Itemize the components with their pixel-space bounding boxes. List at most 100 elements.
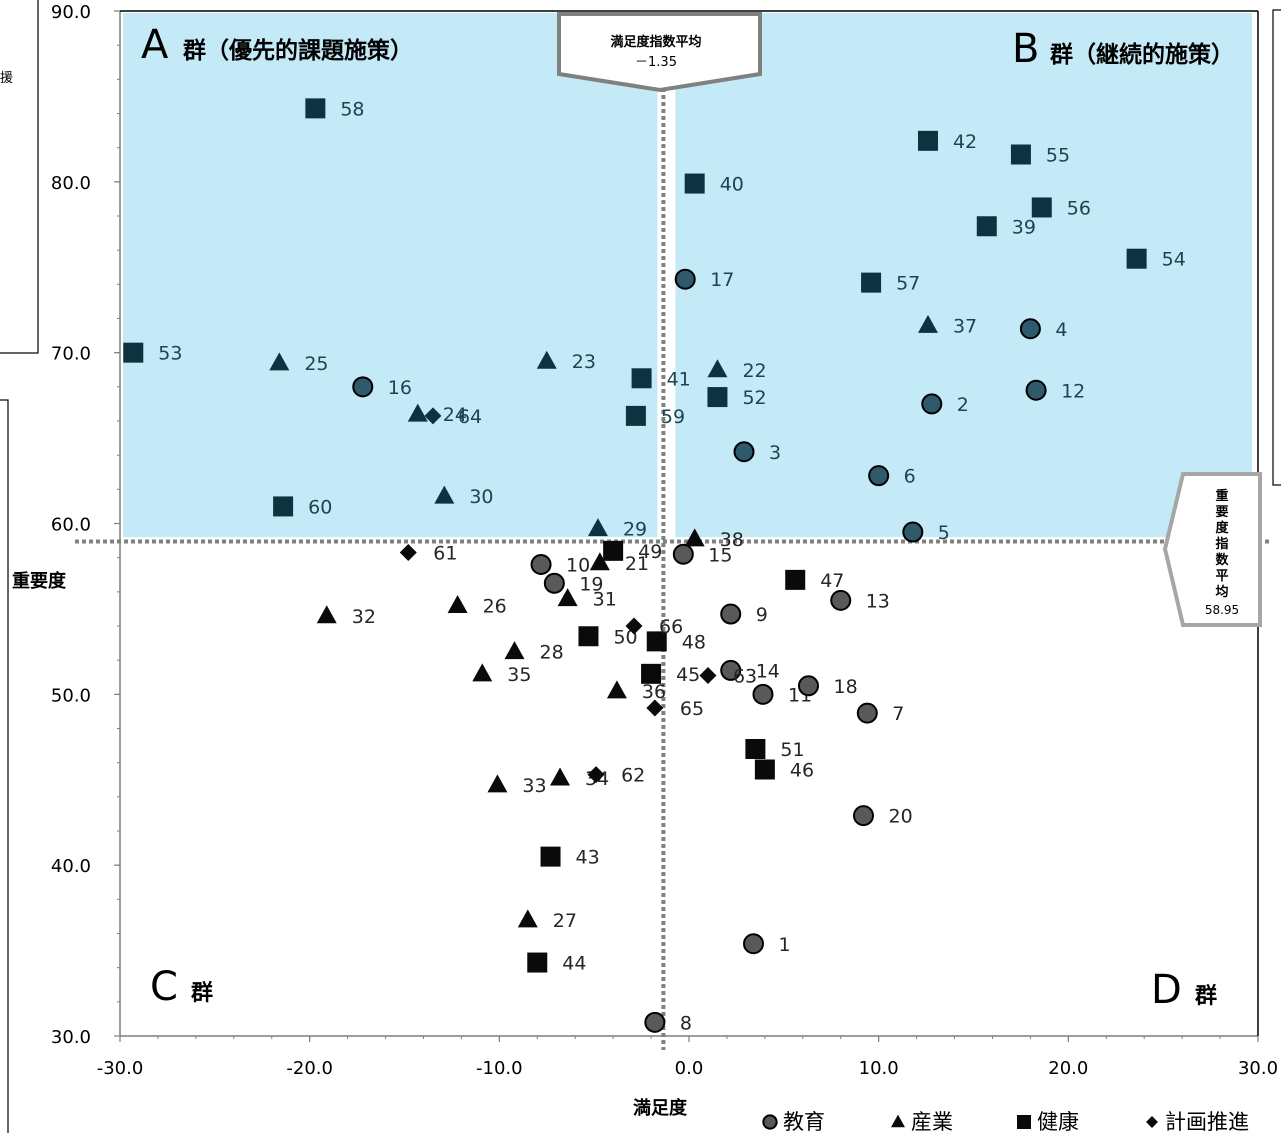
data-label: 27 (553, 910, 577, 932)
data-point-triangle (447, 595, 468, 613)
x-tick-label: 10.0 (859, 1058, 899, 1079)
y-tick-label: 40.0 (51, 856, 91, 877)
data-label: 13 (866, 590, 890, 612)
data-point-square (754, 759, 775, 780)
data-point-triangle (269, 352, 290, 371)
data-label: 66 (659, 616, 683, 638)
data-point-square (603, 540, 624, 561)
y-tick-label: 30.0 (51, 1027, 91, 1048)
data-point-square (641, 663, 662, 684)
data-point-square (631, 368, 652, 389)
data-point-triangle (557, 588, 578, 607)
data-point-circle (720, 603, 742, 625)
data-label: 12 (1061, 380, 1085, 402)
legend-label: 健康 (1037, 1110, 1079, 1133)
x-tick-label: -20.0 (286, 1058, 333, 1079)
data-label: 6 (904, 466, 916, 488)
data-point-triangle (504, 641, 525, 660)
data-point-circle (742, 933, 764, 955)
x-tick-label: 0.0 (675, 1058, 704, 1079)
data-label: 26 (483, 596, 507, 618)
data-label: 47 (820, 570, 844, 592)
data-label: 52 (742, 387, 766, 409)
data-label: 48 (682, 631, 706, 653)
data-point-diamond (625, 617, 643, 635)
data-point-circle (902, 521, 924, 543)
data-label: 20 (888, 806, 912, 828)
data-point-triangle (589, 552, 610, 571)
y-tick-label: 80.0 (51, 173, 91, 194)
data-label: 5 (938, 522, 950, 544)
data-label: 60 (308, 496, 332, 518)
data-label: 65 (680, 698, 704, 720)
data-label: 36 (642, 681, 666, 703)
data-label: 40 (720, 174, 744, 196)
data-label: 57 (896, 273, 920, 295)
data-point-square (305, 98, 326, 119)
quadrant-d-letter: D (1151, 967, 1182, 1013)
data-label: 41 (667, 368, 691, 390)
y-tick-label: 50.0 (51, 685, 91, 706)
data-label: 51 (780, 739, 804, 761)
data-point-circle (1019, 318, 1041, 340)
data-label: 38 (720, 529, 744, 551)
quadrant-a-label: 群（優先的課題施策） (182, 37, 413, 64)
data-label: 4 (1055, 319, 1067, 341)
data-point-square (273, 496, 294, 517)
data-label: 63 (733, 666, 757, 688)
data-label: 3 (769, 442, 781, 464)
data-label: 2 (957, 394, 969, 416)
data-point-circle (752, 683, 774, 705)
data-label: 18 (833, 676, 857, 698)
quadrant-a-letter: A (141, 22, 169, 68)
legend-marker-triangle (891, 1114, 905, 1128)
data-label: 24 (443, 404, 467, 426)
data-point-square (1010, 144, 1031, 165)
data-point-square (745, 739, 766, 759)
data-point-triangle (606, 680, 627, 699)
quadrant-a-highlight (123, 13, 658, 538)
x-tick-label: -10.0 (476, 1058, 523, 1079)
data-point-circle (921, 393, 943, 415)
data-point-triangle (536, 350, 557, 369)
data-label: 61 (433, 543, 457, 565)
data-point-circle (856, 702, 878, 724)
data-points: 1234567891011121314151617181920212223242… (123, 98, 1186, 1034)
data-point-square (917, 130, 938, 151)
data-point-circle (852, 805, 874, 827)
legend: 教育 産業 健康 計画推進 (762, 1110, 1249, 1133)
data-point-triangle (517, 909, 538, 928)
data-point-circle (530, 554, 552, 575)
legend-marker-square (1017, 1115, 1031, 1129)
quadrant-b-label: 群（継続的施策） (1049, 41, 1234, 68)
data-point-square (1126, 248, 1147, 269)
data-label: 7 (892, 703, 904, 725)
data-label: 46 (790, 760, 814, 782)
data-label: 59 (661, 406, 685, 428)
data-label: 14 (756, 660, 780, 682)
x-tick-label: -30.0 (97, 1058, 144, 1079)
data-label: 19 (579, 573, 603, 595)
data-label: 39 (1012, 216, 1036, 238)
data-point-triangle (472, 663, 493, 682)
data-point-diamond (399, 544, 417, 562)
data-point-square (785, 569, 806, 590)
data-point-triangle (407, 403, 428, 422)
data-point-square (976, 216, 997, 237)
data-point-circle (1025, 379, 1047, 401)
data-point-square (540, 846, 561, 867)
data-point-circle (720, 659, 742, 681)
data-point-square (861, 272, 882, 293)
quadrant-d-label: 群 (1195, 983, 1217, 1009)
x-tick-label: 30.0 (1238, 1058, 1278, 1079)
axis-ticks: -30.0 -20.0 -10.0 0.0 10.0 20.0 30.0 30.0 40.0 50… (51, 2, 1278, 1079)
legend-label: 計画推進 (1165, 1110, 1249, 1133)
legend-label: 産業 (911, 1110, 953, 1133)
importance-average-label: 重要度指数平均 (1215, 488, 1229, 600)
y-tick-label: 90.0 (51, 2, 91, 23)
data-label: 62 (621, 765, 645, 787)
data-label: 53 (158, 343, 182, 365)
data-label: 29 (623, 519, 647, 541)
data-label: 31 (593, 589, 617, 611)
